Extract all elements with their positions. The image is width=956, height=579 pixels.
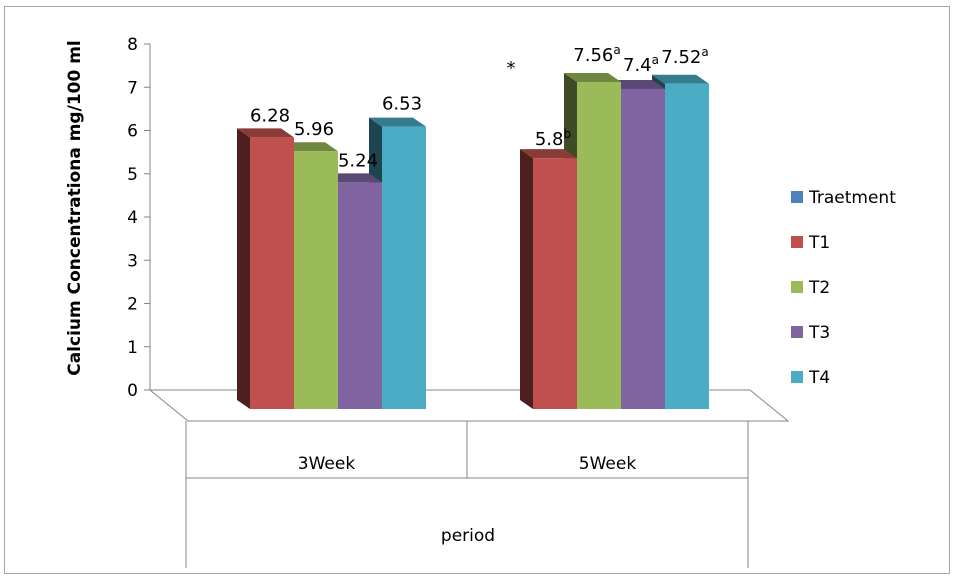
- data-label: 7.4a: [623, 53, 659, 76]
- bar-top: [325, 173, 382, 183]
- data-label: 5.8b: [535, 127, 571, 150]
- bar-top: [652, 74, 709, 84]
- significance-annotation: *: [507, 58, 516, 79]
- y-tick-label: 1: [127, 338, 138, 358]
- data-label: 7.52a: [661, 45, 708, 68]
- bar-top: [369, 117, 426, 127]
- y-tick-label: 0: [127, 381, 138, 401]
- bar: [665, 83, 709, 409]
- legend-swatch: [791, 326, 803, 338]
- bar-top: [520, 149, 577, 159]
- legend-entry-label: T4: [808, 368, 830, 388]
- bar: [250, 137, 294, 409]
- data-label: 5.96: [294, 119, 334, 140]
- bar: [382, 126, 426, 409]
- x-axis-label: period: [441, 526, 495, 546]
- data-label: 6.53: [382, 94, 422, 115]
- bar: [621, 88, 665, 409]
- legend-swatch: [791, 191, 803, 203]
- legend-swatch: [791, 281, 803, 293]
- legend-swatch: [791, 236, 803, 248]
- legend-entry-label: Traetment: [808, 188, 896, 208]
- bar-top: [608, 79, 665, 89]
- bar-side: [237, 128, 250, 409]
- bar: [533, 158, 577, 409]
- legend: Traetment T1 T2 T3 T4: [791, 188, 896, 388]
- y-tick-label: 4: [127, 208, 138, 228]
- legend-swatch: [791, 371, 803, 383]
- bars-layer: [237, 73, 709, 410]
- y-tick-label: 6: [127, 122, 138, 142]
- data-label: 7.56a: [573, 43, 620, 66]
- bar: [577, 82, 621, 409]
- legend-entry-label: T3: [808, 323, 830, 343]
- legend-entry-label: T2: [808, 278, 830, 298]
- legend-entry-label: T1: [808, 233, 830, 253]
- y-tick-label: 8: [127, 35, 138, 55]
- data-label: 6.28: [250, 105, 290, 126]
- bar-top: [281, 142, 338, 152]
- bar: [338, 182, 382, 409]
- y-tick-label: 2: [127, 295, 138, 315]
- y-tick-label: 5: [127, 165, 138, 185]
- y-tick-label: 7: [127, 78, 138, 98]
- y-tick-label: 3: [127, 251, 138, 271]
- x-tick-label: 3Week: [298, 454, 356, 474]
- bar-top: [564, 73, 621, 83]
- bar-side: [520, 149, 533, 409]
- bar-top: [237, 128, 294, 138]
- data-label: 5.24: [338, 150, 378, 171]
- y-axis-label: Calcium Concentrationa mg/100 ml: [65, 40, 85, 376]
- bar: [294, 151, 338, 410]
- x-tick-label: 5Week: [579, 454, 637, 474]
